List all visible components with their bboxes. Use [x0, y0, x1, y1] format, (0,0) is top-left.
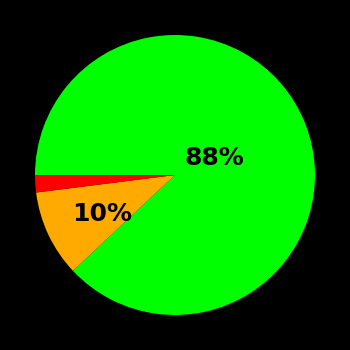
Wedge shape [36, 175, 175, 271]
Text: 88%: 88% [184, 146, 244, 170]
Text: 10%: 10% [72, 202, 132, 226]
Wedge shape [35, 35, 315, 315]
Wedge shape [35, 175, 175, 192]
